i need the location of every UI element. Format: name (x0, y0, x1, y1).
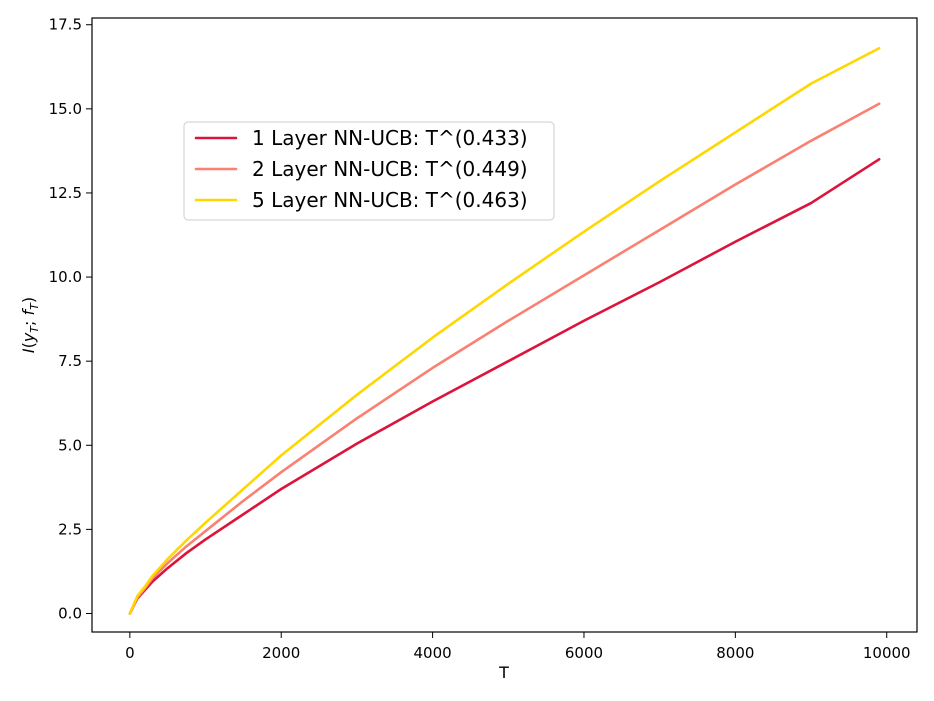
y-tick-label: 17.5 (49, 16, 82, 34)
y-tick-label: 2.5 (58, 520, 82, 538)
series-line-3 (128, 46, 881, 615)
x-axis: 0 2000 4000 6000 8000 10000 (125, 632, 911, 662)
legend-box (183, 121, 555, 221)
y-tick-label: 7.5 (58, 352, 82, 370)
y-tick-label: 15.0 (49, 100, 82, 118)
x-tick-label: 8000 (716, 644, 754, 662)
y-tick-label: 10.0 (49, 268, 82, 286)
x-tick-label: 2000 (262, 644, 300, 662)
y-axis: 0.0 2.5 5.0 7.5 10.0 12.5 15.0 17.5 (49, 16, 92, 622)
legend-label-2: 2 Layer NN-UCB: T^(0.449) (252, 157, 528, 181)
series-lines-group (128, 46, 881, 615)
y-tick-label: 0.0 (58, 604, 82, 622)
x-tick-label: 6000 (565, 644, 603, 662)
x-axis-label: T (498, 663, 509, 682)
plot-frame (91, 17, 918, 633)
y-tick-label: 12.5 (49, 184, 82, 202)
legend: 1 Layer NN-UCB: T^(0.433) 2 Layer NN-UCB:… (183, 121, 555, 221)
legend-label-1: 1 Layer NN-UCB: T^(0.433) (252, 126, 528, 150)
x-tick-label: 10000 (863, 644, 911, 662)
legend-label-3: 5 Layer NN-UCB: T^(0.463) (252, 188, 528, 212)
y-axis-label: I(yT; fT) (19, 297, 41, 353)
x-tick-label: 4000 (414, 644, 452, 662)
x-tick-label: 0 (125, 644, 135, 662)
y-tick-label: 5.0 (58, 436, 82, 454)
